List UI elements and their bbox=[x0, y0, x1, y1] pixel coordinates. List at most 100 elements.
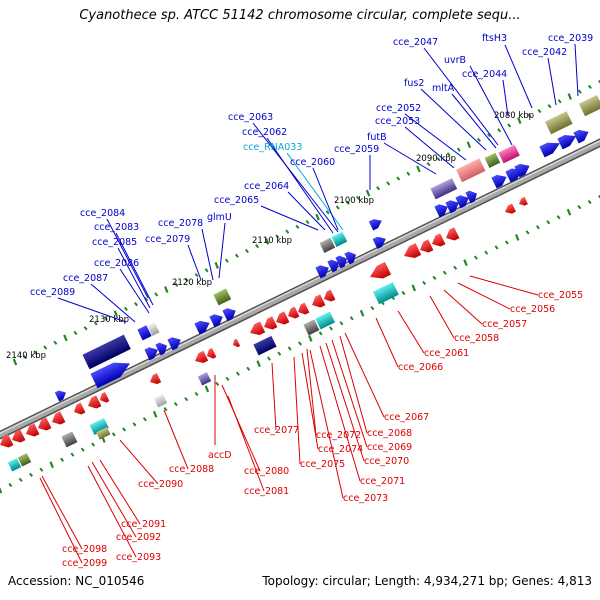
gene-block[interactable] bbox=[89, 418, 109, 435]
forward-gene-arrow[interactable] bbox=[315, 262, 331, 279]
reverse-gene-label[interactable]: cce_2088 bbox=[169, 464, 214, 475]
gene-block[interactable] bbox=[82, 334, 131, 370]
forward-gene-label[interactable]: glmU bbox=[207, 212, 232, 223]
gene-block[interactable] bbox=[578, 94, 600, 117]
reverse-gene-label[interactable]: cce_2090 bbox=[138, 479, 183, 490]
reverse-gene-label[interactable]: cce_2056 bbox=[510, 304, 555, 315]
reverse-gene-label[interactable]: cce_2055 bbox=[538, 290, 583, 301]
forward-gene-label[interactable]: cce_2042 bbox=[522, 47, 567, 58]
forward-gene-arrow[interactable] bbox=[222, 305, 238, 322]
reverse-gene-label[interactable]: cce_2071 bbox=[360, 476, 405, 487]
forward-gene-label[interactable]: cce_2086 bbox=[94, 258, 139, 269]
reverse-gene-arrow[interactable] bbox=[517, 196, 528, 208]
reverse-gene-arrow[interactable] bbox=[309, 294, 326, 310]
forward-gene-label[interactable]: cce_2083 bbox=[94, 222, 139, 233]
reverse-gene-arrow[interactable] bbox=[9, 429, 26, 445]
reverse-gene-arrow[interactable] bbox=[72, 402, 86, 417]
forward-gene-arrow[interactable] bbox=[557, 131, 578, 150]
gene-block[interactable] bbox=[498, 144, 520, 164]
reverse-gene-label[interactable]: cce_2070 bbox=[364, 456, 409, 467]
gene-labels[interactable]: cce_2039 ftsH3 cce_2042 cce_2047 uvrB cce_204… bbox=[30, 33, 593, 569]
gene-block[interactable] bbox=[61, 431, 78, 448]
gene-block[interactable] bbox=[197, 372, 212, 386]
forward-gene-arrow[interactable] bbox=[155, 340, 169, 356]
forward-gene-arrow[interactable] bbox=[455, 192, 471, 209]
gene-block[interactable] bbox=[372, 282, 399, 305]
forward-gene-arrow[interactable] bbox=[327, 257, 341, 273]
forward-gene-label[interactable]: futB bbox=[367, 132, 387, 143]
reverse-gene-arrow[interactable] bbox=[148, 373, 162, 386]
reverse-gene-arrow[interactable] bbox=[35, 417, 52, 433]
gene-block[interactable] bbox=[544, 111, 573, 135]
forward-gene-arrow[interactable] bbox=[465, 188, 479, 204]
reverse-gene-arrow[interactable] bbox=[273, 311, 290, 327]
forward-gene-label[interactable]: cce_2039 bbox=[548, 33, 593, 44]
reverse-gene-label[interactable]: cce_2067 bbox=[384, 412, 429, 423]
reverse-gene-label[interactable]: cce_2074 bbox=[318, 444, 363, 455]
forward-gene-label[interactable]: cce_2047 bbox=[393, 37, 438, 48]
reverse-gene-label[interactable]: cce_2098 bbox=[62, 544, 107, 555]
reverse-gene-arrow[interactable] bbox=[401, 243, 422, 262]
reverse-gene-label[interactable]: cce_2080 bbox=[244, 466, 289, 477]
forward-gene-arrow[interactable] bbox=[434, 201, 450, 218]
forward-gene-label[interactable]: cce_2084 bbox=[80, 208, 125, 219]
forward-gene-label[interactable]: cce_2063 bbox=[228, 112, 273, 123]
forward-gene-arrow[interactable] bbox=[209, 311, 225, 328]
forward-gene-arrow[interactable] bbox=[368, 216, 384, 231]
forward-gene-label[interactable]: cce_2060 bbox=[290, 157, 335, 168]
forward-gene-label[interactable]: cce_2085 bbox=[92, 237, 137, 248]
gene-block[interactable] bbox=[303, 319, 320, 336]
forward-gene-arrow[interactable] bbox=[539, 138, 562, 158]
forward-gene-label[interactable]: cce_2053 bbox=[375, 116, 420, 127]
forward-gene-label[interactable]: fus2 bbox=[404, 78, 424, 89]
reverse-gene-arrow[interactable] bbox=[429, 233, 446, 249]
gene-block[interactable] bbox=[430, 178, 458, 200]
reverse-gene-label[interactable]: cce_2066 bbox=[398, 362, 443, 373]
reverse-gene-arrow[interactable] bbox=[296, 302, 310, 317]
reverse-gene-label[interactable]: cce_2099 bbox=[62, 558, 107, 569]
gene-block[interactable] bbox=[455, 158, 486, 183]
forward-gene-arrow[interactable] bbox=[514, 160, 532, 178]
forward-gene-label[interactable]: cce_2079 bbox=[145, 234, 190, 245]
reverse-gene-label[interactable]: cce_2061 bbox=[424, 348, 469, 359]
forward-gene-arrow[interactable] bbox=[491, 171, 509, 189]
reverse-gene-label[interactable]: cce_2092 bbox=[116, 532, 161, 543]
gene-block[interactable] bbox=[213, 288, 232, 306]
gene-block[interactable] bbox=[153, 394, 168, 408]
reverse-gene-arrow[interactable] bbox=[23, 423, 40, 439]
reverse-gene-arrow[interactable] bbox=[205, 347, 217, 360]
forward-gene-arrow[interactable] bbox=[54, 388, 68, 402]
reverse-gene-arrow[interactable] bbox=[247, 321, 266, 338]
forward-gene-arrow[interactable] bbox=[573, 126, 591, 144]
reverse-gene-arrow[interactable] bbox=[503, 203, 516, 216]
reverse-gene-label[interactable]: cce_2091 bbox=[121, 519, 166, 530]
gene-block[interactable] bbox=[7, 458, 22, 472]
reverse-gene-arrow[interactable] bbox=[261, 316, 278, 332]
reverse-gene-arrow[interactable] bbox=[98, 391, 110, 404]
forward-gene-label[interactable]: cce_2087 bbox=[63, 273, 108, 284]
reverse-gene-label[interactable]: cce_2057 bbox=[482, 319, 527, 330]
reverse-gene-label[interactable]: cce_2058 bbox=[454, 333, 499, 344]
forward-gene-label[interactable]: cce_RNA033 bbox=[243, 142, 302, 153]
forward-gene-arrow[interactable] bbox=[372, 234, 389, 249]
reverse-gene-label[interactable]: cce_2075 bbox=[300, 459, 345, 470]
forward-gene-arrow[interactable] bbox=[344, 249, 358, 265]
reverse-gene-arrow[interactable] bbox=[286, 306, 300, 321]
forward-gene-arrow[interactable] bbox=[144, 344, 160, 361]
reverse-gene-arrow[interactable] bbox=[443, 227, 460, 243]
forward-gene-label[interactable]: cce_2044 bbox=[462, 69, 507, 80]
gene-block[interactable] bbox=[331, 231, 348, 247]
forward-gene-arrow[interactable] bbox=[90, 356, 133, 389]
forward-gene-arrow[interactable] bbox=[335, 253, 349, 269]
reverse-gene-label[interactable]: cce_2069 bbox=[367, 442, 412, 453]
reverse-gene-label[interactable]: cce_2093 bbox=[116, 552, 161, 563]
gene-block[interactable] bbox=[17, 453, 32, 467]
reverse-gene-arrow[interactable] bbox=[417, 239, 434, 255]
gene-block[interactable] bbox=[137, 325, 152, 341]
forward-gene-label[interactable]: cce_2078 bbox=[158, 218, 203, 229]
reverse-gene-arrow[interactable] bbox=[322, 289, 336, 304]
forward-gene-label[interactable]: mltA bbox=[432, 83, 455, 94]
reverse-gene-label[interactable]: cce_2072 bbox=[316, 430, 361, 441]
reverse-gene-label[interactable]: cce_2081 bbox=[244, 486, 289, 497]
